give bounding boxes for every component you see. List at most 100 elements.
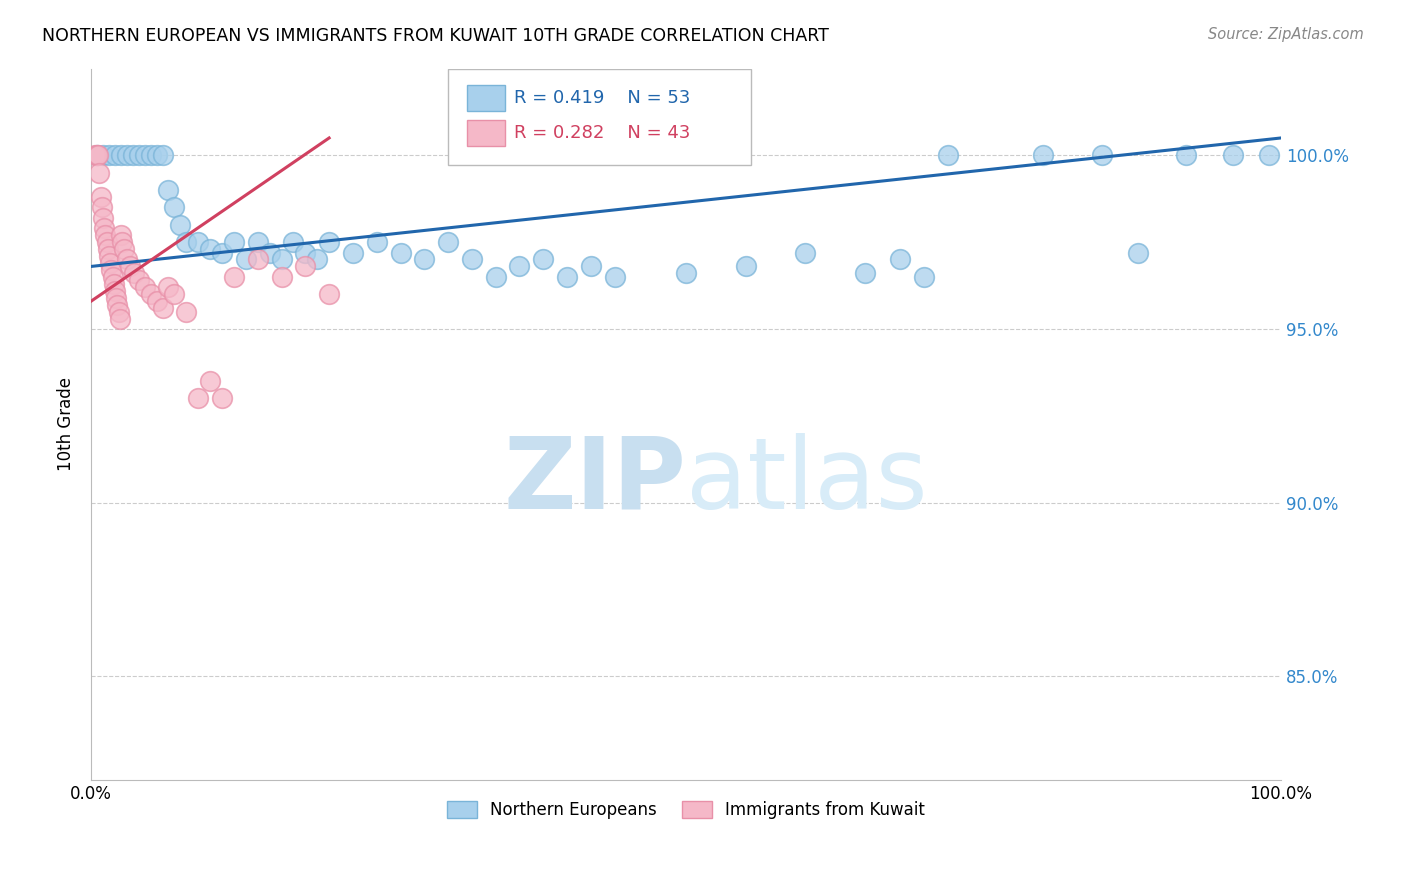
Point (211, 392, 233, 406)
Point (1032, 148, 1054, 162)
Point (157, 280, 180, 294)
Point (107, 304, 129, 318)
Text: R = 0.419    N = 53: R = 0.419 N = 53 (513, 88, 690, 107)
Point (579, 260, 602, 274)
Point (413, 252, 436, 267)
Point (115, 252, 138, 267)
Point (134, 280, 156, 294)
Point (675, 266, 697, 280)
Point (485, 269, 508, 284)
Point (603, 269, 626, 284)
Point (93, 221, 115, 235)
Text: Source: ZipAtlas.com: Source: ZipAtlas.com (1208, 27, 1364, 42)
Point (90, 201, 112, 215)
Point (853, 266, 876, 280)
Point (122, 266, 145, 280)
Point (105, 291, 128, 305)
Point (157, 183, 180, 197)
Point (270, 269, 292, 284)
Point (83, 148, 105, 162)
Legend: Northern Europeans, Immigrants from Kuwait: Northern Europeans, Immigrants from Kuwa… (440, 794, 932, 825)
Point (389, 245, 412, 260)
Point (139, 287, 162, 301)
Point (555, 269, 578, 284)
Point (97, 242, 120, 256)
Point (246, 235, 269, 249)
Point (318, 235, 340, 249)
Point (912, 269, 935, 284)
Point (1174, 148, 1197, 162)
Y-axis label: 10th Grade: 10th Grade (58, 377, 75, 471)
Point (98, 256, 121, 270)
Point (139, 148, 162, 162)
Point (366, 235, 388, 249)
Point (1128, 245, 1150, 260)
Point (104, 284, 127, 298)
FancyBboxPatch shape (449, 69, 751, 165)
Point (86, 148, 108, 162)
Point (105, 298, 128, 312)
Point (91, 211, 114, 225)
Point (1091, 148, 1114, 162)
Point (437, 235, 460, 249)
Point (100, 263, 122, 277)
Point (110, 228, 132, 243)
Point (98, 249, 121, 263)
Point (98, 148, 121, 162)
Point (163, 201, 186, 215)
Point (134, 148, 156, 162)
Point (270, 252, 292, 267)
Point (187, 392, 209, 406)
Point (89, 166, 111, 180)
Point (187, 235, 209, 249)
Point (110, 148, 132, 162)
Point (294, 260, 316, 274)
Point (318, 287, 340, 301)
Point (163, 287, 186, 301)
Point (91, 148, 114, 162)
Point (96, 235, 118, 249)
Point (889, 252, 911, 267)
Point (128, 148, 150, 162)
Point (111, 235, 134, 249)
Point (121, 148, 143, 162)
Point (94, 228, 117, 243)
Point (508, 260, 530, 274)
Point (145, 294, 167, 309)
Point (307, 252, 329, 267)
Point (176, 304, 198, 318)
Text: atlas: atlas (686, 433, 928, 530)
Point (87, 148, 110, 162)
Point (128, 273, 150, 287)
Point (235, 252, 257, 267)
Point (294, 245, 316, 260)
Point (222, 269, 245, 284)
Point (101, 269, 124, 284)
Point (936, 148, 959, 162)
FancyBboxPatch shape (467, 85, 505, 111)
Point (90, 190, 112, 204)
Text: R = 0.282    N = 43: R = 0.282 N = 43 (513, 124, 690, 143)
Point (1222, 148, 1244, 162)
Point (211, 245, 233, 260)
Point (108, 311, 131, 326)
FancyBboxPatch shape (467, 120, 505, 146)
Point (145, 148, 167, 162)
Point (222, 235, 245, 249)
Point (283, 235, 305, 249)
Point (120, 260, 142, 274)
Point (176, 235, 198, 249)
Point (103, 277, 125, 291)
Point (259, 245, 281, 260)
Point (794, 245, 817, 260)
Point (246, 252, 269, 267)
Point (734, 260, 756, 274)
Point (86, 148, 108, 162)
Point (342, 245, 364, 260)
Text: ZIP: ZIP (503, 433, 686, 530)
Point (461, 252, 484, 267)
Text: NORTHERN EUROPEAN VS IMMIGRANTS FROM KUWAIT 10TH GRADE CORRELATION CHART: NORTHERN EUROPEAN VS IMMIGRANTS FROM KUW… (42, 27, 830, 45)
Point (169, 218, 191, 232)
Point (152, 301, 174, 315)
Point (114, 242, 136, 256)
